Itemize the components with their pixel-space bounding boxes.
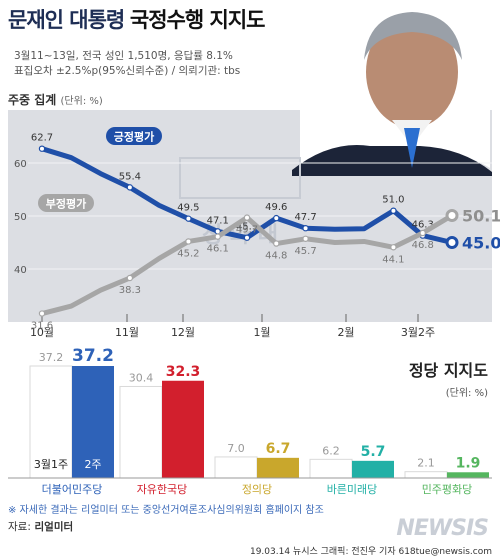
data-label: 47.1 (207, 215, 229, 226)
y-tick-label: 40 (14, 265, 27, 276)
data-point (126, 274, 134, 282)
data-label: 44.8 (265, 251, 287, 262)
data-point (273, 240, 280, 247)
category-label: 민주평화당 (422, 483, 473, 496)
bar-current (257, 457, 299, 478)
trend-chart-label: 주중 집계 (단위: %) (8, 91, 103, 108)
footnote: ※ 자세한 결과는 리얼미터 또는 중앙선거여론조사심의위원회 홈페이지 참조 (8, 505, 324, 516)
bar-value-prev: 6.2 (322, 444, 340, 457)
legend-negative: 부정평가 (46, 197, 86, 211)
data-label: 38.3 (119, 285, 141, 296)
x-tick-label: 10월 (30, 326, 54, 339)
source-label: 자료: (8, 521, 31, 533)
data-label: 55.4 (119, 171, 141, 182)
graphic-credit: 19.03.14 뉴시스 그래픽: 전진우 기자 618tue@newsis.c… (249, 547, 492, 557)
x-tick-label: 11월 (115, 326, 139, 339)
data-point (273, 214, 280, 222)
end-point (445, 208, 459, 222)
bar-value-current: 5.7 (361, 444, 386, 460)
data-label: 47.7 (294, 212, 316, 223)
bar-current (162, 380, 204, 478)
bar-current (447, 472, 489, 478)
bar-value-prev: 37.2 (39, 351, 64, 364)
party-chart-title: 정당 지지도 (408, 361, 488, 380)
category-label: 더불어민주당 (42, 483, 103, 496)
legend-positive-bg (106, 127, 162, 145)
data-point (390, 244, 397, 251)
bar-prev (309, 458, 353, 479)
trend-axes: 40 50 60 10월 11월 12월 1월 2월 3월2주 (14, 159, 492, 339)
data-label: 49.5 (177, 203, 199, 214)
data-point (185, 215, 192, 222)
legend-positive: 긍정평가 (114, 130, 154, 144)
bar-prev (404, 471, 448, 479)
x-tick-label: 1월 (253, 326, 270, 339)
y-tick-label: 60 (14, 159, 27, 170)
data-label: 46.3 (412, 220, 434, 231)
newsis-logo: NEWSIS (396, 516, 489, 541)
trend-chart-unit: (단위: %) (60, 96, 103, 107)
data-label: 44.1 (382, 254, 404, 265)
x-tick-label: 12월 (171, 326, 195, 339)
x-tick-label: 3월2주 (401, 326, 435, 339)
bar-value-current: 37.2 (72, 346, 114, 366)
data-point (302, 235, 309, 242)
data-point (185, 238, 192, 245)
data-label: 45.9 (236, 222, 258, 233)
positive-end-label: 45.0% (462, 234, 500, 253)
category-label: 자유한국당 (137, 483, 188, 496)
x-tick-label: 2월 (337, 326, 354, 339)
category-label: 바른미래당 (327, 483, 378, 496)
legend-negative-bg (38, 194, 94, 212)
series-label-current: 2주 (84, 458, 101, 471)
source-value: 리얼미터 (34, 521, 74, 533)
negative-end-label: 50.1% (462, 206, 500, 225)
bar-current (352, 460, 394, 478)
data-label: 45.7 (294, 246, 316, 257)
y-tick-label: 50 (14, 212, 27, 223)
bar-value-current: 6.7 (266, 441, 291, 457)
bar-value-current: 32.3 (166, 364, 201, 380)
data-point (302, 224, 309, 232)
bar-prev (119, 385, 163, 479)
party-bar-chart: 37.2 37.2 더불어민주당 30.4 32.3 자유한국당 7.0 6.7 정의당 6.2 5… (8, 346, 492, 496)
data-point (419, 229, 426, 237)
survey-info-line2: 표집오차 ±2.5%p(95%신뢰수준) / 의뢰기관: tbs (14, 65, 241, 77)
data-label: 46.8 (412, 240, 434, 251)
president-portrait (292, 12, 492, 176)
data-point (243, 234, 251, 241)
data-point (243, 214, 251, 221)
category-label: 정의당 (242, 483, 272, 496)
source: 자료: 리얼미터 (8, 519, 73, 534)
headline-plain: 문재인 대통령 (8, 8, 125, 32)
end-point (445, 236, 459, 249)
bar-current (72, 366, 114, 478)
data-label: 31.6 (31, 321, 53, 332)
data-point (126, 184, 134, 191)
data-point (390, 207, 397, 214)
data-label: 49.6 (265, 202, 287, 213)
data-label: 49.7 (236, 225, 258, 236)
bar-value-prev: 2.1 (417, 457, 435, 470)
data-label: 62.7 (31, 133, 53, 144)
bar-value-prev: 30.4 (129, 371, 154, 384)
data-label: 46.1 (207, 244, 229, 255)
bar-prev (214, 456, 258, 479)
bar-value-current: 1.9 (456, 455, 481, 471)
data-point (38, 145, 46, 152)
data-label: 45.2 (177, 248, 199, 259)
survey-info-line1: 3월11~13일, 전국 성인 1,510명, 응답률 8.1% (14, 50, 233, 62)
headline: 문재인 대통령 국정수행 지지도 (8, 4, 266, 34)
trend-chart-title: 주중 집계 (8, 93, 57, 107)
headline-bold: 국정수행 지지도 (129, 8, 266, 32)
party-chart-unit: (단위: %) (445, 388, 488, 399)
series-label-prev: 3월1주 (34, 458, 68, 471)
bar-value-prev: 7.0 (227, 442, 245, 455)
data-point (38, 310, 46, 317)
data-point (214, 233, 221, 240)
trend-series: 62.7 55.4 49.5 47.1 45.9 49.6 47.7 51.0 46.3 45.0… (31, 127, 500, 332)
data-label: 51.0 (382, 195, 404, 206)
